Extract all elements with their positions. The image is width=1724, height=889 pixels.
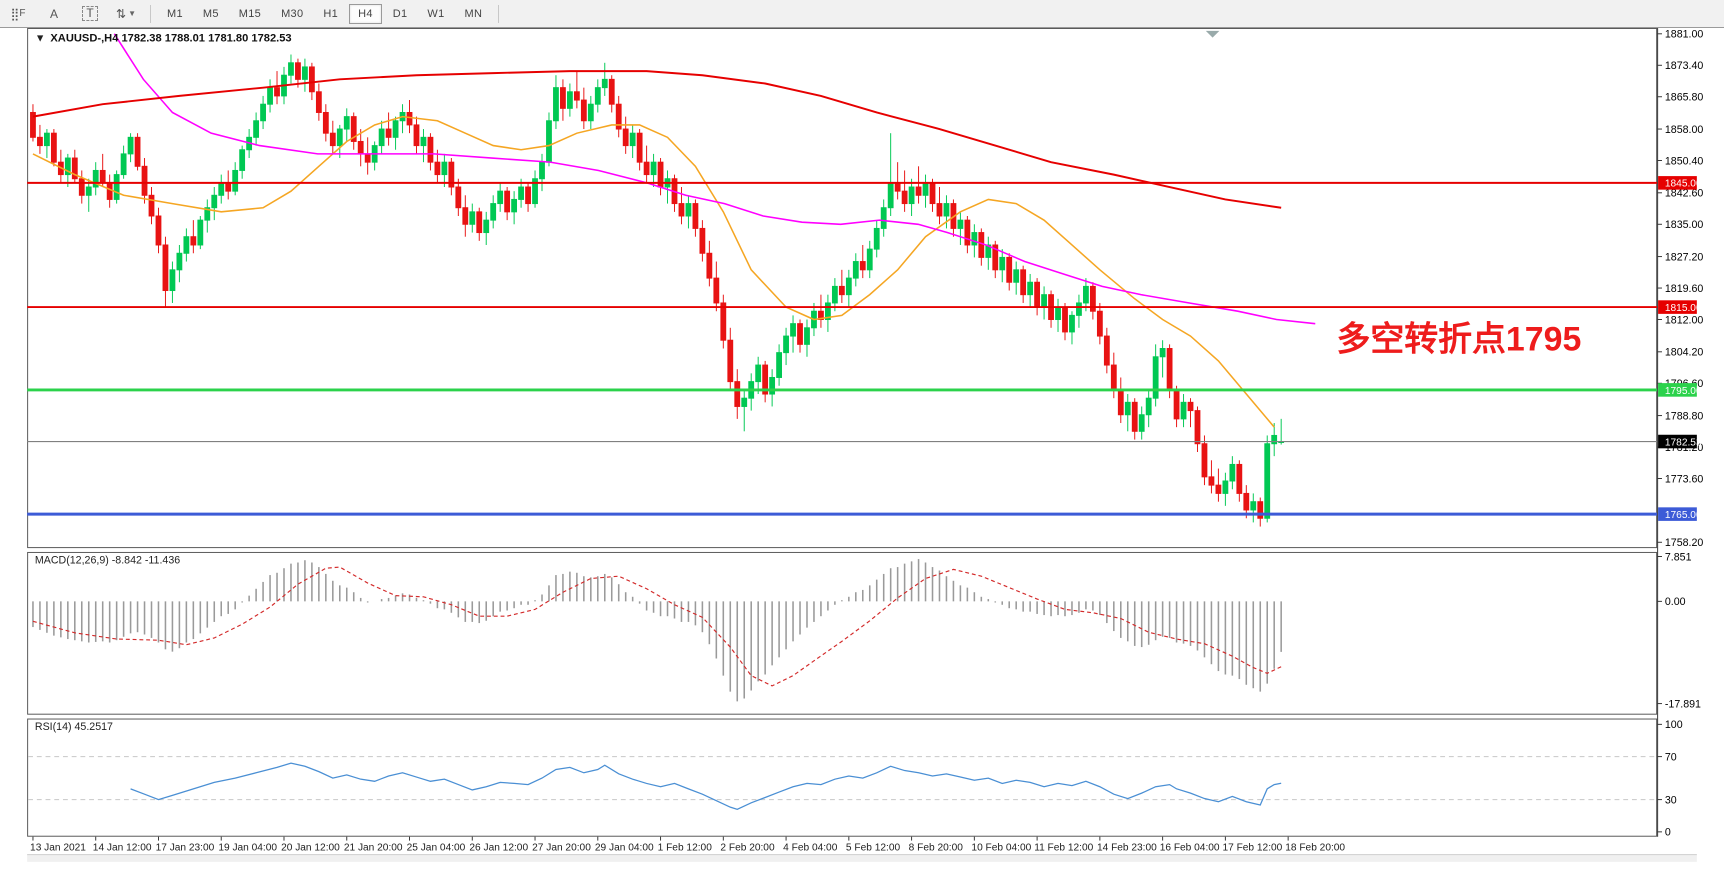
timeframe-button-h1[interactable]: H1 [323, 7, 339, 20]
svg-text:30: 30 [1665, 794, 1677, 806]
timeframe-button-h4[interactable]: H4 [349, 3, 382, 24]
timeframe-button-m15[interactable]: M15 [238, 7, 262, 20]
svg-text:8 Feb 20:00: 8 Feb 20:00 [909, 842, 964, 853]
svg-text:-17.891: -17.891 [1665, 698, 1701, 710]
timeframe-button-m5[interactable]: M5 [202, 7, 219, 20]
text-tool-icon[interactable]: T [75, 3, 105, 24]
svg-text:70: 70 [1665, 751, 1677, 763]
svg-text:1865.80: 1865.80 [1665, 92, 1704, 104]
chevron-down-icon: ▼ [128, 9, 136, 18]
svg-text:20 Jan 12:00: 20 Jan 12:00 [281, 842, 340, 853]
crosshair-grid-icon[interactable]: ⣿ F [10, 6, 26, 21]
svg-text:1812.00: 1812.00 [1665, 314, 1704, 326]
rsi-panel: RSI(14) 45.2517 100 70 30 0 [28, 719, 1683, 839]
svg-text:16 Feb 04:00: 16 Feb 04:00 [1160, 842, 1220, 853]
svg-text:26 Jan 12:00: 26 Jan 12:00 [469, 842, 528, 853]
chart-canvas[interactable]: 1881.00 1873.40 1865.80 1858.00 1850.40 1842.… [0, 28, 1724, 889]
svg-text:21 Jan 20:00: 21 Jan 20:00 [344, 842, 403, 853]
svg-text:14 Feb 23:00: 14 Feb 23:00 [1097, 842, 1157, 853]
svg-text:10 Feb 04:00: 10 Feb 04:00 [971, 842, 1031, 853]
timeframe-button-m30[interactable]: M30 [281, 7, 304, 20]
svg-text:1845.00: 1845.00 [1665, 179, 1702, 190]
chart-shift-marker [1205, 30, 1220, 38]
svg-text:17 Jan 23:00: 17 Jan 23:00 [156, 842, 215, 853]
macd-signal-line [32, 566, 1282, 687]
svg-text:5 Feb 12:00: 5 Feb 12:00 [846, 842, 901, 853]
macd-label: MACD(12,26,9) -8.842 -11.436 [35, 555, 180, 567]
rsi-label: RSI(14) 45.2517 [35, 721, 113, 733]
svg-text:1765.00: 1765.00 [1665, 510, 1702, 521]
svg-text:0.00: 0.00 [1665, 596, 1686, 608]
svg-text:1819.60: 1819.60 [1665, 283, 1704, 295]
svg-text:27 Jan 20:00: 27 Jan 20:00 [532, 842, 591, 853]
svg-text:25 Jan 04:00: 25 Jan 04:00 [407, 842, 466, 853]
price-axis: 1881.00 1873.40 1865.80 1858.00 1850.40 1842.… [1657, 29, 1703, 549]
svg-text:29 Jan 04:00: 29 Jan 04:00 [595, 842, 654, 853]
svg-text:1842.60: 1842.60 [1665, 188, 1704, 200]
svg-text:1788.80: 1788.80 [1665, 410, 1704, 422]
moving-averages [32, 33, 1316, 428]
svg-text:2 Feb 20:00: 2 Feb 20:00 [720, 842, 775, 853]
svg-text:1873.40: 1873.40 [1665, 60, 1704, 72]
chart-title: XAUUSD-,H4 1782.38 1788.01 1781.80 1782.… [50, 33, 291, 45]
horizontal-levels: 1845.00 1815.00 1795.00 1765.00 [27, 176, 1702, 521]
svg-text:1795.00: 1795.00 [1665, 386, 1702, 397]
svg-text:19 Jan 04:00: 19 Jan 04:00 [218, 842, 277, 853]
svg-text:4 Feb 04:00: 4 Feb 04:00 [783, 842, 838, 853]
trendline-magenta [113, 33, 1316, 325]
timeframe-group: M1 M5 M15 M30 H1 H4 D1 W1 MN [157, 3, 492, 24]
svg-text:1850.40: 1850.40 [1665, 155, 1704, 167]
svg-text:18 Feb 20:00: 18 Feb 20:00 [1285, 842, 1345, 853]
toolbar: ⣿ F A T ⇅ ▼ M1 M5 M15 M30 H1 H4 D1 W1 MN [0, 0, 1724, 28]
svg-text:100: 100 [1665, 719, 1683, 731]
toolbar-separator [150, 4, 151, 23]
svg-text:0: 0 [1665, 827, 1671, 839]
annotation-text: 多空转折点1795 [1337, 321, 1582, 359]
annotation: 多空转折点1795 [1337, 321, 1582, 359]
svg-text:1804.20: 1804.20 [1665, 347, 1704, 359]
svg-text:1835.00: 1835.00 [1665, 219, 1704, 231]
time-axis: 13 Jan 2021 14 Jan 12:00 17 Jan 23:00 19 Ja… [30, 836, 1345, 853]
svg-text:11 Feb 12:00: 11 Feb 12:00 [1034, 842, 1093, 853]
svg-text:13 Jan 2021: 13 Jan 2021 [30, 842, 86, 853]
ma-red-line [32, 70, 1282, 209]
svg-text:7.851: 7.851 [1665, 551, 1692, 563]
timeframe-button-mn[interactable]: MN [464, 7, 483, 20]
svg-text:17 Feb 12:00: 17 Feb 12:00 [1222, 842, 1282, 853]
svg-text:1782.53: 1782.53 [1665, 437, 1702, 448]
svg-text:▼: ▼ [35, 33, 46, 45]
macd-panel: MACD(12,26,9) -8.842 -11.436 7.851 0.00 -17… [32, 551, 1701, 710]
ma-orange-line [32, 115, 1275, 428]
svg-text:1 Feb 12:00: 1 Feb 12:00 [658, 842, 713, 853]
timeframe-button-m1[interactable]: M1 [167, 7, 183, 20]
toolbar-separator [498, 4, 500, 23]
chart-header: ▼ XAUUSD-,H4 1782.38 1788.01 1781.80 1782… [35, 30, 1220, 45]
svg-text:1881.00: 1881.00 [1665, 29, 1704, 41]
svg-text:1858.00: 1858.00 [1665, 124, 1704, 136]
indicators-icon[interactable]: ⇅ ▼ [116, 6, 136, 21]
svg-text:1815.00: 1815.00 [1665, 303, 1702, 314]
timeframe-button-d1[interactable]: D1 [392, 7, 408, 20]
timeframe-button-w1[interactable]: W1 [427, 7, 445, 20]
svg-text:14 Jan 12:00: 14 Jan 12:00 [93, 842, 152, 853]
candlesticks [30, 54, 1285, 527]
svg-text:1827.20: 1827.20 [1665, 251, 1704, 263]
svg-text:1758.20: 1758.20 [1665, 537, 1704, 549]
cursor-icon[interactable]: A [49, 6, 58, 21]
current-price: 1782.53 [27, 434, 1702, 448]
svg-text:1773.60: 1773.60 [1665, 473, 1704, 485]
rsi-line [130, 762, 1282, 810]
